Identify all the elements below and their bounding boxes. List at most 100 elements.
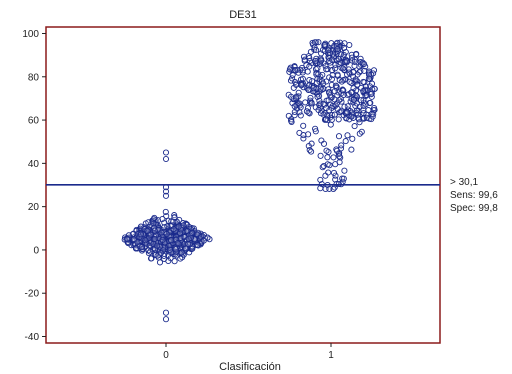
data-point-class-0 [159, 236, 166, 243]
data-point-class-0 [185, 240, 192, 248]
y-tick-label: 60 [28, 116, 40, 127]
data-point-class-1 [348, 113, 355, 120]
data-point-class-0 [194, 241, 201, 249]
data-point-class-1 [350, 69, 357, 76]
axes-layer: -40 -20 0 20 40 60 80 100 0 1 [22, 29, 334, 361]
data-point-class-1 [341, 40, 348, 47]
data-point-class-1 [331, 96, 338, 103]
data-point-class-1 [305, 82, 312, 89]
data-point-class-1 [319, 71, 326, 78]
data-point-class-1 [356, 63, 363, 70]
data-point-class-1 [343, 58, 350, 65]
y-tick-label: 20 [28, 202, 40, 213]
data-point-class-1 [303, 108, 310, 115]
data-point-class-1 [353, 51, 360, 58]
data-point-class-1 [351, 123, 358, 130]
data-point-class-0 [191, 236, 198, 243]
data-point-class-1 [299, 75, 306, 82]
data-point-class-1 [360, 78, 367, 85]
cutoff-value-label: > 30,1 [450, 177, 479, 188]
data-point-class-1 [332, 82, 339, 89]
y-tick-label: 40 [28, 159, 40, 170]
data-point-class-1 [306, 63, 313, 70]
data-point-class-1 [329, 56, 336, 63]
data-point-class-0 [137, 231, 144, 238]
data-point-class-1 [300, 132, 307, 139]
data-point-class-1 [302, 99, 309, 106]
data-point-class-1 [354, 81, 361, 88]
data-point-class-0 [147, 231, 154, 238]
data-point-class-1 [317, 176, 324, 183]
data-point-class-1 [338, 142, 345, 149]
data-point-class-1 [304, 68, 311, 75]
data-point-class-1 [349, 135, 356, 142]
data-point-class-0 [157, 250, 164, 257]
y-tick-label: 80 [28, 72, 40, 83]
data-point-class-1 [298, 82, 305, 89]
data-point-class-1 [334, 105, 341, 112]
data-point-class-1 [291, 108, 298, 116]
data-point-class-0 [134, 239, 141, 246]
data-point-class-1 [335, 116, 342, 123]
data-point-class-1 [330, 169, 338, 176]
data-point-class-1 [336, 153, 343, 160]
data-point-class-1 [307, 48, 314, 55]
data-point-class-1 [331, 111, 338, 118]
data-point-class-1 [310, 85, 317, 92]
data-point-class-0 [189, 245, 196, 252]
points-layer [121, 39, 378, 323]
data-point-class-1 [348, 89, 355, 96]
data-point-class-1 [350, 96, 357, 103]
data-point-class-1 [320, 140, 328, 147]
data-point-class-0 [171, 258, 178, 265]
data-point-class-1 [356, 130, 363, 137]
data-point-class-1 [340, 87, 347, 94]
data-point-class-0 [200, 237, 207, 244]
y-tick-label: -20 [25, 289, 40, 300]
data-point-class-0 [163, 231, 170, 238]
data-point-class-1 [326, 185, 333, 192]
data-point-class-1 [340, 65, 347, 72]
data-point-class-1 [334, 46, 341, 53]
y-tick-label: -40 [25, 332, 40, 343]
data-point-class-1 [297, 112, 304, 119]
data-point-class-0 [156, 259, 164, 266]
data-point-class-0 [124, 235, 131, 243]
data-point-class-1 [288, 118, 295, 126]
data-point-class-1 [324, 154, 331, 161]
x-tick-label: 1 [328, 350, 334, 361]
data-point-class-0 [141, 226, 148, 233]
data-point-class-1 [332, 161, 339, 168]
data-point-class-1 [317, 152, 324, 159]
data-point-class-1 [340, 44, 348, 52]
data-point-class-1 [358, 97, 365, 104]
data-point-class-1 [371, 104, 378, 112]
data-point-class-1 [351, 58, 358, 65]
data-point-class-1 [365, 71, 373, 78]
data-point-class-1 [332, 61, 339, 68]
data-point-class-1 [306, 57, 314, 64]
data-point-class-1 [349, 54, 356, 61]
data-point-class-1 [316, 60, 323, 67]
data-point-class-1 [340, 91, 347, 99]
data-point-class-1 [320, 100, 327, 107]
data-point-class-1 [328, 116, 335, 123]
data-point-class-1 [361, 67, 368, 74]
data-point-class-0-outlier [162, 188, 170, 195]
data-point-class-0 [147, 248, 154, 255]
chart-title: DE31 [229, 9, 257, 21]
data-point-class-1 [293, 81, 300, 88]
data-point-class-1 [368, 91, 375, 98]
x-axis-label: Clasificación [219, 361, 281, 373]
data-point-class-1 [308, 148, 315, 155]
data-point-class-1 [317, 85, 324, 92]
data-point-class-1 [352, 76, 359, 83]
data-point-class-1 [362, 83, 369, 90]
data-point-class-0 [172, 246, 179, 253]
specificity-label: Spec: 99,8 [450, 203, 498, 214]
data-point-class-0 [161, 224, 168, 231]
data-point-class-0-outlier [162, 149, 170, 156]
data-point-class-1 [323, 116, 330, 123]
data-point-class-0 [182, 245, 189, 252]
